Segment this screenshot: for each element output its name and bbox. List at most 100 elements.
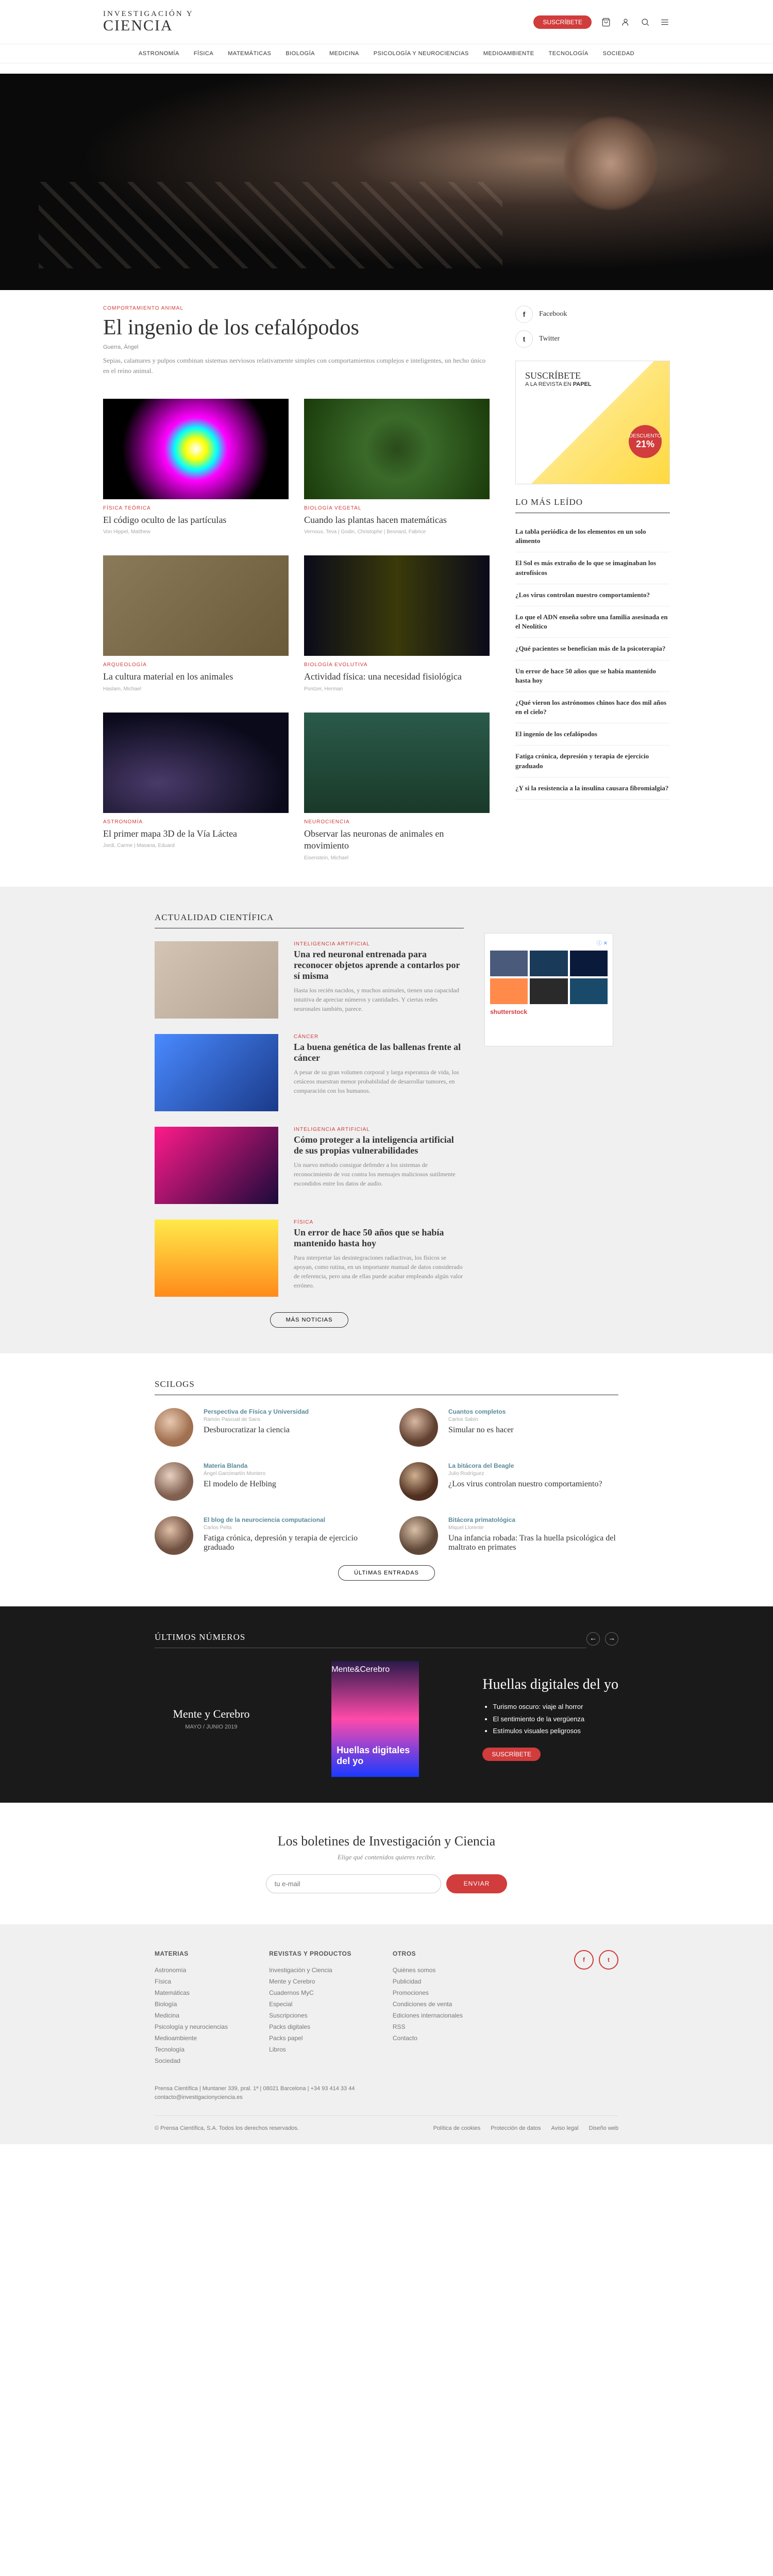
blog-card[interactable]: Materia Blanda Ángel Garcimartín Montero… (155, 1462, 374, 1501)
most-read-item[interactable]: La tabla periódica de los elementos en u… (515, 521, 670, 552)
footer-bottom-link[interactable]: Diseño web (589, 2125, 618, 2131)
issue-mag-name: Mente y Cerebro (155, 1707, 268, 1721)
footer-link[interactable]: Libros (269, 2044, 351, 2055)
nav-item[interactable]: PSICOLOGÍA Y NEUROCIENCIAS (374, 50, 469, 57)
prev-issue-button[interactable]: ← (586, 1632, 600, 1646)
blog-name: Cuantos completos (448, 1408, 514, 1415)
footer-link[interactable]: RSS (393, 2021, 463, 2032)
footer-link[interactable]: Física (155, 1976, 228, 1987)
blog-avatar (155, 1516, 193, 1555)
hero-title[interactable]: El ingenio de los cefalópodos (103, 315, 490, 340)
scilogs-title: SCILOGS (155, 1379, 618, 1395)
facebook-link[interactable]: f Facebook (515, 306, 670, 323)
cart-icon[interactable] (601, 17, 611, 27)
blog-card[interactable]: Bitácora primatológica Miquel Llorente U… (399, 1516, 618, 1555)
footer-link[interactable]: Medicina (155, 2010, 228, 2021)
footer-link[interactable]: Publicidad (393, 1976, 463, 1987)
nav-item[interactable]: MEDIOAMBIENTE (483, 50, 534, 57)
most-read-item[interactable]: Un error de hace 50 años que se había ma… (515, 660, 670, 692)
most-read-item[interactable]: ¿Y si la resistencia a la insulina causa… (515, 777, 670, 800)
article-card[interactable]: ASTRONOMÍA El primer mapa 3D de la Vía L… (103, 713, 289, 861)
footer-link[interactable]: Packs papel (269, 2032, 351, 2044)
news-item[interactable]: INTELIGENCIA ARTIFICIAL Una red neuronal… (155, 941, 464, 1019)
footer-link[interactable]: Promociones (393, 1987, 463, 1998)
footer-link[interactable]: Medioambiente (155, 2032, 228, 2044)
issues-title: ÚLTIMOS NÚMEROS (155, 1632, 586, 1648)
article-card[interactable]: BIOLOGÍA VEGETAL Cuando las plantas hace… (304, 399, 490, 535)
footer-link[interactable]: Especial (269, 1998, 351, 2010)
most-read-item[interactable]: Lo que el ADN enseña sobre una familia a… (515, 606, 670, 638)
blog-post-title: Una infancia robada: Tras la huella psic… (448, 1534, 618, 1552)
issue-title[interactable]: Huellas digitales del yo (482, 1676, 618, 1693)
footer-link[interactable]: Suscripciones (269, 2010, 351, 2021)
footer-link[interactable]: Investigación y Ciencia (269, 1964, 351, 1976)
nav-item[interactable]: ASTRONOMÍA (139, 50, 179, 57)
newsletter-submit-button[interactable]: ENVIAR (446, 1874, 508, 1893)
article-card[interactable]: NEUROCIENCIA Observar las neuronas de an… (304, 713, 490, 861)
footer-bottom-link[interactable]: Aviso legal (551, 2125, 579, 2131)
twitter-icon: t (515, 330, 533, 348)
nav-item[interactable]: MEDICINA (329, 50, 359, 57)
most-read-item[interactable]: ¿Qué pacientes se benefician más de la p… (515, 638, 670, 660)
latest-posts-button[interactable]: ÚLTIMAS ENTRADAS (338, 1565, 435, 1581)
news-item[interactable]: FÍSICA Un error de hace 50 años que se h… (155, 1219, 464, 1297)
footer-link[interactable]: Psicología y neurociencias (155, 2021, 228, 2032)
subscribe-box[interactable]: SUSCRÍBETE A LA REVISTA EN PAPEL DESCUEN… (515, 361, 670, 484)
article-authors: Von Hippel, Matthew (103, 529, 289, 535)
news-thumb (155, 941, 278, 1019)
article-card[interactable]: FÍSICA TEÓRICA El código oculto de las p… (103, 399, 289, 535)
article-card[interactable]: BIOLOGÍA EVOLUTIVA Actividad física: una… (304, 555, 490, 691)
subscribe-button[interactable]: SUSCRÍBETE (533, 15, 592, 29)
issue-subscribe-button[interactable]: SUSCRÍBETE (482, 1748, 541, 1761)
footer-link[interactable]: Quiénes somos (393, 1964, 463, 1976)
footer-link[interactable]: Packs digitales (269, 2021, 351, 2032)
footer-twitter-icon[interactable]: t (599, 1950, 618, 1970)
user-icon[interactable] (620, 17, 631, 27)
footer-bottom-link[interactable]: Política de cookies (433, 2125, 481, 2131)
footer-link[interactable]: Tecnología (155, 2044, 228, 2055)
blog-card[interactable]: Perspectiva de Física y Universidad Ramó… (155, 1408, 374, 1447)
footer-link[interactable]: Cuadernos MyC (269, 1987, 351, 1998)
most-read-item[interactable]: El Sol es más extraño de lo que se imagi… (515, 552, 670, 584)
news-item[interactable]: INTELIGENCIA ARTIFICIAL Cómo proteger a … (155, 1127, 464, 1204)
email-input[interactable] (266, 1874, 441, 1893)
nav-item[interactable]: SOCIEDAD (603, 50, 634, 57)
main-nav: ASTRONOMÍA FÍSICA MATEMÁTICAS BIOLOGÍA MEDIC… (0, 44, 773, 63)
blog-card[interactable]: Cuantos completos Carlos Sabín Simular n… (399, 1408, 618, 1447)
footer-link[interactable]: Biología (155, 1998, 228, 2010)
most-read-item[interactable]: ¿Qué vieron los astrónomos chinos hace d… (515, 692, 670, 723)
twitter-link[interactable]: t Twitter (515, 330, 670, 348)
footer-link[interactable]: Contacto (393, 2032, 463, 2044)
blog-card[interactable]: El blog de la neurociencia computacional… (155, 1516, 374, 1555)
footer-facebook-icon[interactable]: f (574, 1950, 594, 1970)
article-card[interactable]: ARQUEOLOGÍA La cultura material en los a… (103, 555, 289, 691)
most-read-item[interactable]: ¿Los virus controlan nuestro comportamie… (515, 584, 670, 606)
blog-post-title: Desburocratizar la ciencia (204, 1426, 309, 1435)
most-read-item[interactable]: El ingenio de los cefalópodos (515, 723, 670, 745)
footer-link[interactable]: Ediciones internacionales (393, 2010, 463, 2021)
hero-image (0, 74, 773, 290)
news-thumb (155, 1034, 278, 1111)
nav-item[interactable]: TECNOLOGÍA (549, 50, 589, 57)
next-issue-button[interactable]: → (605, 1632, 618, 1646)
hero-category[interactable]: COMPORTAMIENTO ANIMAL (103, 306, 490, 311)
footer-link[interactable]: Sociedad (155, 2055, 228, 2066)
nav-item[interactable]: BIOLOGÍA (285, 50, 315, 57)
nav-item[interactable]: FÍSICA (194, 50, 213, 57)
search-icon[interactable] (640, 17, 650, 27)
site-logo[interactable]: INVESTIGACIÓN Y CIENCIA (103, 10, 194, 33)
footer-link[interactable]: Mente y Cerebro (269, 1976, 351, 1987)
footer-link[interactable]: Condiciones de venta (393, 1998, 463, 2010)
news-item[interactable]: CÁNCER La buena genética de las ballenas… (155, 1034, 464, 1111)
menu-icon[interactable] (660, 17, 670, 27)
blog-card[interactable]: La bitácora del Beagle Julio Rodríguez ¿… (399, 1462, 618, 1501)
most-read-item[interactable]: Fatiga crónica, depresión y terapia de e… (515, 745, 670, 777)
footer-link[interactable]: Matemáticas (155, 1987, 228, 1998)
ad-box[interactable]: ⓘ ✕ shutterstock (484, 933, 613, 1046)
issue-cover[interactable]: Mente&Cerebro Huellas digitales del yo (331, 1661, 419, 1777)
footer-bottom-link[interactable]: Protección de datos (491, 2125, 541, 2131)
footer-link[interactable]: Astronomía (155, 1964, 228, 1976)
more-news-button[interactable]: MÁS NOTICIAS (270, 1312, 349, 1328)
nav-item[interactable]: MATEMÁTICAS (228, 50, 271, 57)
footer-contact-email[interactable]: contacto@investigacionyciencia.es (155, 2093, 618, 2103)
